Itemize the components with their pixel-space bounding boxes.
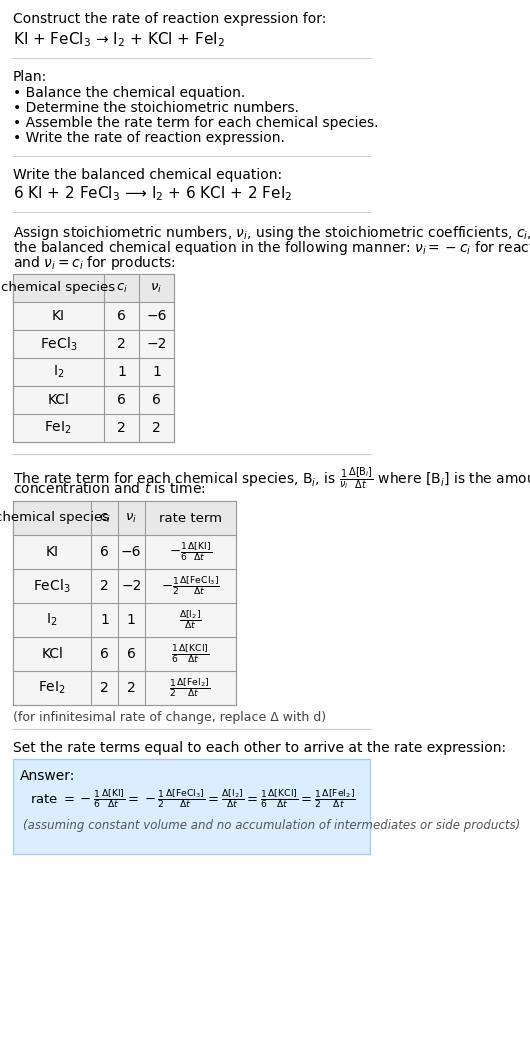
FancyBboxPatch shape — [13, 759, 370, 854]
Text: 6: 6 — [127, 647, 136, 661]
Text: • Balance the chemical equation.: • Balance the chemical equation. — [13, 86, 245, 100]
FancyBboxPatch shape — [13, 274, 174, 302]
Text: Write the balanced chemical equation:: Write the balanced chemical equation: — [13, 168, 282, 182]
Text: I$_2$: I$_2$ — [52, 364, 64, 380]
Text: FeCl$_3$: FeCl$_3$ — [40, 336, 77, 352]
FancyBboxPatch shape — [13, 274, 174, 442]
Text: chemical species: chemical species — [2, 281, 116, 295]
Text: (for infinitesimal rate of change, replace Δ with d): (for infinitesimal rate of change, repla… — [13, 711, 326, 724]
Text: Plan:: Plan: — [13, 70, 47, 84]
Text: I$_2$: I$_2$ — [47, 612, 58, 628]
Text: $-\frac{1}{6}\frac{\Delta[\mathrm{KI}]}{\Delta t}$: $-\frac{1}{6}\frac{\Delta[\mathrm{KI}]}{… — [169, 541, 211, 563]
Text: (assuming constant volume and no accumulation of intermediates or side products): (assuming constant volume and no accumul… — [23, 819, 520, 832]
FancyBboxPatch shape — [13, 501, 235, 705]
Text: 2: 2 — [117, 337, 126, 351]
Text: −6: −6 — [146, 309, 167, 323]
Text: 1: 1 — [152, 365, 161, 379]
Text: $\nu_i$: $\nu_i$ — [151, 281, 162, 295]
Text: 2: 2 — [127, 681, 136, 695]
Text: KI + FeCl$_3$ → I$_2$ + KCl + FeI$_2$: KI + FeCl$_3$ → I$_2$ + KCl + FeI$_2$ — [13, 30, 225, 49]
Text: chemical species: chemical species — [0, 512, 109, 524]
Text: 6: 6 — [117, 393, 126, 407]
Text: −2: −2 — [146, 337, 166, 351]
Text: rate term: rate term — [158, 512, 222, 524]
Text: $\frac{\Delta[\mathrm{I_2}]}{\Delta t}$: $\frac{\Delta[\mathrm{I_2}]}{\Delta t}$ — [179, 609, 201, 631]
FancyBboxPatch shape — [13, 501, 235, 535]
Text: and $\nu_i = c_i$ for products:: and $\nu_i = c_i$ for products: — [13, 254, 176, 272]
Text: 2: 2 — [117, 421, 126, 435]
Text: Set the rate terms equal to each other to arrive at the rate expression:: Set the rate terms equal to each other t… — [13, 741, 506, 755]
Text: 6: 6 — [100, 647, 109, 661]
Text: KCl: KCl — [41, 647, 63, 661]
Text: 2: 2 — [152, 421, 161, 435]
Text: 2: 2 — [100, 579, 109, 593]
Text: Assign stoichiometric numbers, $\nu_i$, using the stoichiometric coefficients, $: Assign stoichiometric numbers, $\nu_i$, … — [13, 224, 530, 242]
Text: FeI$_2$: FeI$_2$ — [45, 420, 73, 437]
Text: KI: KI — [52, 309, 65, 323]
Text: 2: 2 — [100, 681, 109, 695]
Text: $c_i$: $c_i$ — [116, 281, 127, 295]
Text: rate $= -\frac{1}{6}\frac{\Delta[\mathrm{KI}]}{\Delta t} = -\frac{1}{2}\frac{\De: rate $= -\frac{1}{6}\frac{\Delta[\mathrm… — [30, 787, 356, 810]
Text: • Write the rate of reaction expression.: • Write the rate of reaction expression. — [13, 131, 285, 145]
Text: FeI$_2$: FeI$_2$ — [38, 679, 66, 696]
Text: −2: −2 — [121, 579, 142, 593]
Text: 6: 6 — [100, 545, 109, 559]
Text: KCl: KCl — [48, 393, 69, 407]
Text: 6: 6 — [117, 309, 126, 323]
Text: • Assemble the rate term for each chemical species.: • Assemble the rate term for each chemic… — [13, 116, 378, 130]
Text: 1: 1 — [117, 365, 126, 379]
Text: concentration and $t$ is time:: concentration and $t$ is time: — [13, 481, 206, 496]
Text: $c_i$: $c_i$ — [99, 512, 111, 524]
Text: −6: −6 — [121, 545, 142, 559]
Text: $\nu_i$: $\nu_i$ — [125, 512, 137, 524]
Text: $\frac{1}{2}\frac{\Delta[\mathrm{FeI_2}]}{\Delta t}$: $\frac{1}{2}\frac{\Delta[\mathrm{FeI_2}]… — [170, 676, 211, 699]
Text: The rate term for each chemical species, B$_i$, is $\frac{1}{\nu_i}\frac{\Delta[: The rate term for each chemical species,… — [13, 466, 530, 492]
Text: 6 KI + 2 FeCl$_3$ ⟶ I$_2$ + 6 KCl + 2 FeI$_2$: 6 KI + 2 FeCl$_3$ ⟶ I$_2$ + 6 KCl + 2 Fe… — [13, 184, 292, 203]
Text: 6: 6 — [152, 393, 161, 407]
Text: $-\frac{1}{2}\frac{\Delta[\mathrm{FeCl_3}]}{\Delta t}$: $-\frac{1}{2}\frac{\Delta[\mathrm{FeCl_3… — [161, 574, 219, 597]
Text: • Determine the stoichiometric numbers.: • Determine the stoichiometric numbers. — [13, 101, 299, 115]
Text: Answer:: Answer: — [20, 769, 75, 783]
Text: Construct the rate of reaction expression for:: Construct the rate of reaction expressio… — [13, 13, 326, 26]
Text: KI: KI — [46, 545, 59, 559]
Text: 1: 1 — [127, 613, 136, 627]
Text: 1: 1 — [100, 613, 109, 627]
Text: the balanced chemical equation in the following manner: $\nu_i = -c_i$ for react: the balanced chemical equation in the fo… — [13, 239, 530, 257]
Text: $\frac{1}{6}\frac{\Delta[\mathrm{KCl}]}{\Delta t}$: $\frac{1}{6}\frac{\Delta[\mathrm{KCl}]}{… — [171, 643, 209, 665]
Text: FeCl$_3$: FeCl$_3$ — [33, 577, 71, 595]
